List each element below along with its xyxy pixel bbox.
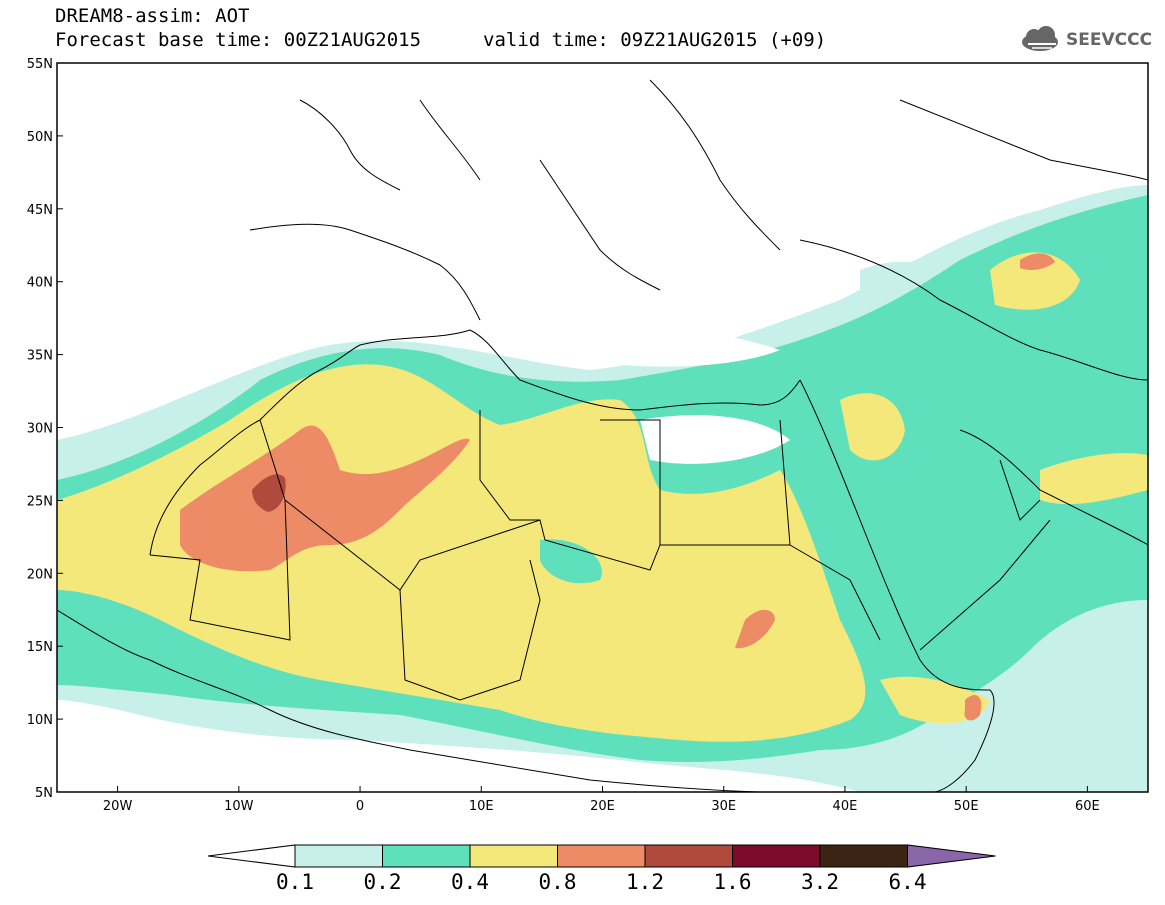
- colorbar: [207, 844, 996, 868]
- lat-tick-label: 25N: [27, 494, 53, 509]
- lat-tick-label: 20N: [27, 567, 53, 582]
- colorbar-segment: [294, 844, 383, 868]
- aot-clear-libya: [640, 415, 790, 464]
- colorbar-segment: [469, 844, 558, 868]
- lat-tick-label: 40N: [27, 276, 53, 291]
- latitude-axis: 55N 50N 45N 40N 35N 30N 25N 20N 15N 10N 5N: [27, 57, 63, 801]
- colorbar-segment: [732, 844, 821, 868]
- coastlines: [57, 79, 1148, 792]
- aot-field-0-8: [180, 425, 470, 572]
- aot-field-0-8-caspian: [1020, 253, 1055, 270]
- aot-field-0-8-sudan: [735, 609, 775, 649]
- aot-field-0-4-gulf: [1040, 453, 1148, 505]
- forecast-base-time: Forecast base time: 00Z21AUG2015: [55, 29, 422, 51]
- aot-field-0-4-arabia: [840, 393, 905, 461]
- lon-tick-label: 30E: [711, 799, 736, 814]
- longitude-axis: 20W 10W 0 10E 20E 30E 40E 50E 60E: [103, 786, 1100, 814]
- aot-clear-med: [560, 326, 780, 367]
- lon-tick-label: 20W: [103, 799, 133, 814]
- cloud-icon: [1022, 26, 1058, 51]
- lat-tick-label: 55N: [27, 57, 53, 72]
- colorbar-under-arrow: [207, 844, 296, 868]
- lat-tick-label: 5N: [35, 786, 53, 801]
- lon-tick-label: 20E: [590, 799, 615, 814]
- colorbar-level-label: 1.6: [713, 870, 752, 894]
- logo-text: SEEVCCC: [1066, 30, 1153, 50]
- lat-tick-label: 50N: [27, 130, 53, 145]
- colorbar-level-label: 0.1: [276, 870, 314, 894]
- colorbar-segment: [819, 844, 908, 868]
- seevccc-logo: [1022, 26, 1058, 51]
- lon-tick-label: 0: [356, 799, 364, 814]
- colorbar-over-arrow: [907, 844, 996, 868]
- aot-field-0-8-somalia: [964, 695, 982, 721]
- lon-tick-label: 50E: [954, 799, 979, 814]
- map-title: DREAM8-assim: AOT: [55, 5, 250, 27]
- colorbar-segment: [382, 844, 471, 868]
- lat-tick-label: 15N: [27, 640, 53, 655]
- aot-field-0-4-bay: [540, 539, 602, 584]
- lat-tick-label: 35N: [27, 349, 53, 364]
- colorbar-level-label: 1.2: [626, 870, 664, 894]
- lon-tick-label: 60E: [1075, 799, 1100, 814]
- lon-tick-label: 10W: [224, 799, 254, 814]
- colorbar-segment: [557, 844, 646, 868]
- aot-field-0-4-caspian: [990, 252, 1080, 310]
- colorbar-level-label: 6.4: [888, 870, 927, 894]
- valid-time: valid time: 09Z21AUG2015 (+09): [483, 29, 827, 51]
- colorbar-level-label: 0.8: [538, 870, 577, 894]
- aot-field: [57, 185, 1148, 792]
- colorbar-segment: [644, 844, 733, 868]
- lon-tick-label: 40E: [833, 799, 858, 814]
- lat-tick-label: 10N: [27, 713, 53, 728]
- colorbar-level-label: 3.2: [801, 870, 839, 894]
- lat-tick-label: 45N: [27, 203, 53, 218]
- colorbar-level-label: 0.2: [363, 870, 402, 894]
- aot-field-1-2: [252, 474, 286, 512]
- colorbar-level-label: 0.4: [451, 870, 489, 894]
- lon-tick-label: 10E: [469, 799, 494, 814]
- lat-tick-label: 30N: [27, 422, 53, 437]
